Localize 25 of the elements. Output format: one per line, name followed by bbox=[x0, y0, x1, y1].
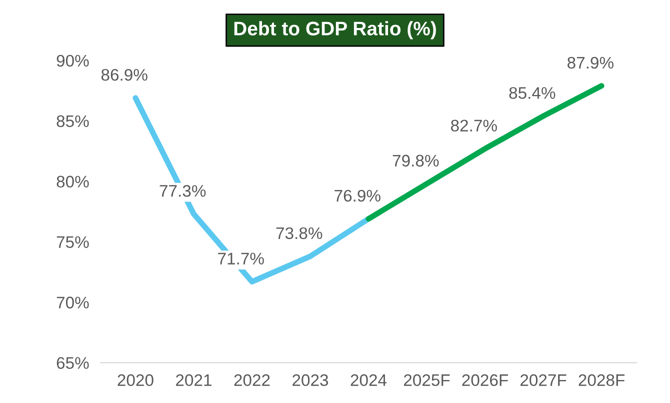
data-label: 87.9% bbox=[568, 56, 614, 69]
y-tick-label: 70% bbox=[56, 296, 89, 308]
data-label: 79.8% bbox=[392, 154, 439, 167]
x-tick-label: 2028F bbox=[578, 374, 625, 386]
x-tick-label: 2022 bbox=[234, 374, 270, 386]
x-tick-label: 2024 bbox=[350, 374, 387, 386]
data-label: 73.8% bbox=[276, 227, 322, 240]
x-tick-label: 2021 bbox=[176, 374, 212, 386]
y-tick-label: 65% bbox=[56, 357, 89, 369]
y-tick-label: 80% bbox=[56, 176, 89, 188]
data-label: 77.3% bbox=[160, 185, 206, 197]
y-tick-label: 90% bbox=[56, 54, 89, 67]
x-tick-label: 2023 bbox=[292, 374, 328, 386]
data-label: 85.4% bbox=[509, 87, 556, 99]
data-label: 86.9% bbox=[101, 68, 148, 81]
x-tick-label: 2025F bbox=[404, 374, 450, 386]
x-tick-label: 2020 bbox=[118, 374, 154, 386]
data-label: 82.7% bbox=[451, 120, 497, 132]
chart-title: Debt to GDP Ratio (%) bbox=[234, 21, 436, 40]
data-label: 71.7% bbox=[218, 252, 264, 264]
x-tick-label: 2027F bbox=[520, 374, 566, 386]
y-tick-label: 75% bbox=[56, 236, 89, 248]
data-label: 76.9% bbox=[334, 190, 380, 202]
x-tick-label: 2026F bbox=[462, 374, 508, 386]
y-tick-label: 85% bbox=[56, 115, 89, 128]
